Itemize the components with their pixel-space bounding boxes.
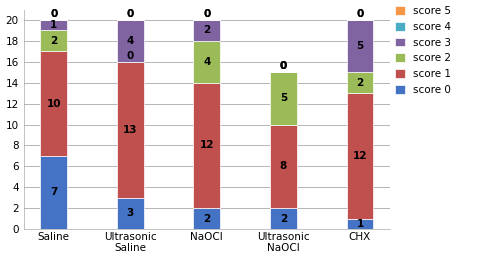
Bar	[194, 20, 220, 41]
Text: 12: 12	[200, 140, 214, 150]
Text: 12: 12	[352, 151, 367, 161]
Text: 0: 0	[280, 61, 287, 71]
Bar	[194, 83, 220, 208]
Text: 7: 7	[50, 188, 58, 197]
Bar	[117, 20, 143, 62]
Text: 2: 2	[50, 36, 58, 46]
Bar	[194, 208, 220, 229]
Bar	[40, 20, 67, 31]
Text: 0: 0	[280, 61, 287, 71]
Text: 2: 2	[203, 214, 210, 224]
Bar	[346, 219, 374, 229]
Text: 3: 3	[126, 208, 134, 218]
Text: 0: 0	[126, 9, 134, 19]
Bar	[194, 41, 220, 83]
Text: 1: 1	[356, 219, 364, 229]
Bar	[346, 72, 374, 93]
Text: 2: 2	[203, 25, 210, 35]
Text: 0: 0	[280, 61, 287, 71]
Text: 8: 8	[280, 161, 287, 171]
Legend: score 5, score 4, score 3, score 2, score 1, score 0: score 5, score 4, score 3, score 2, scor…	[394, 5, 452, 96]
Bar	[270, 72, 297, 125]
Bar	[270, 208, 297, 229]
Bar	[40, 31, 67, 51]
Bar	[270, 125, 297, 208]
Text: 5: 5	[356, 41, 364, 51]
Text: 1: 1	[50, 20, 58, 30]
Text: 0: 0	[356, 9, 364, 19]
Text: 0: 0	[50, 9, 58, 19]
Bar	[40, 51, 67, 156]
Text: 13: 13	[123, 125, 138, 135]
Text: 4: 4	[126, 36, 134, 46]
Text: 4: 4	[203, 57, 210, 67]
Bar	[117, 198, 143, 229]
Text: 0: 0	[203, 9, 210, 19]
Text: 5: 5	[280, 93, 287, 103]
Bar	[117, 62, 143, 198]
Text: 0: 0	[50, 9, 58, 19]
Text: 2: 2	[280, 214, 287, 224]
Text: 0: 0	[203, 9, 210, 19]
Bar	[346, 20, 374, 72]
Bar	[40, 156, 67, 229]
Text: 0: 0	[126, 51, 134, 61]
Text: 0: 0	[126, 9, 134, 19]
Text: 2: 2	[356, 78, 364, 88]
Text: 10: 10	[46, 99, 61, 109]
Bar	[346, 93, 374, 219]
Text: 0: 0	[356, 9, 364, 19]
